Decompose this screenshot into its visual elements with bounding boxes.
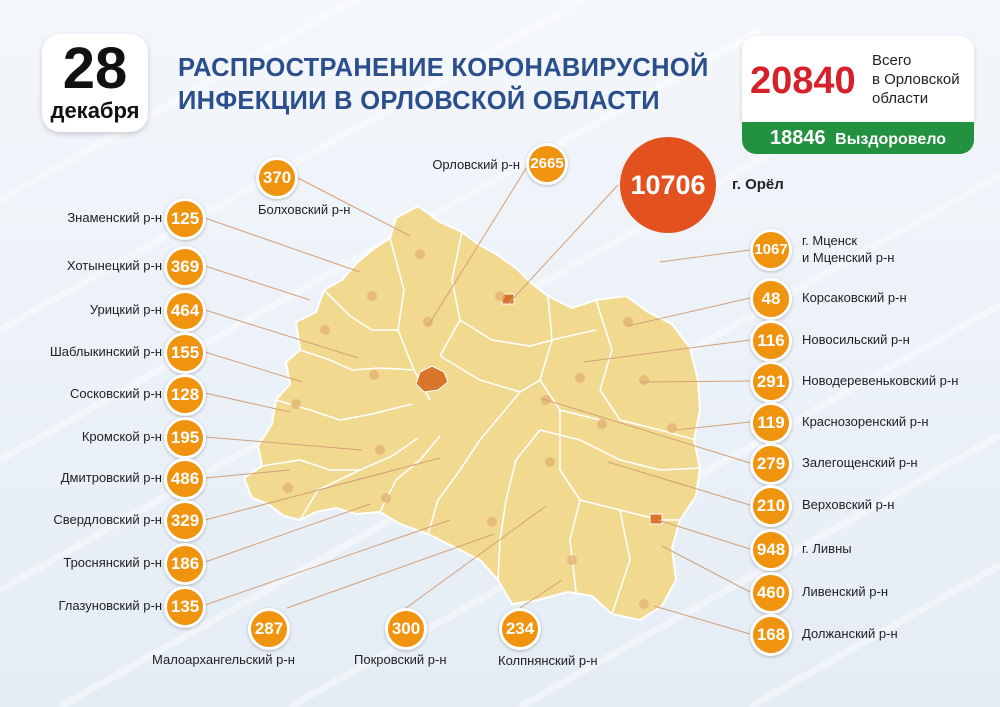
district-circle-kolpnyansky: 234 (499, 608, 541, 650)
district-circle-verkhovsky: 210 (750, 485, 792, 527)
district-circle-soskovsky: 128 (164, 374, 206, 416)
total-label-line-2: в Орловской (872, 71, 960, 88)
district-label-uritsky: Урицкий р-н (89, 302, 162, 317)
district-circle-novosilsky: 116 (750, 320, 792, 362)
district-label-mtsensky-line-2: и Мценский р-н (802, 250, 895, 265)
totals-panel: 20840 Всего в Орловской области 18846 Вы… (742, 36, 974, 154)
district-label-livny-city: г. Ливны (802, 541, 852, 556)
district-label-korsakovsky: Корсаковский р-н (802, 290, 907, 305)
district-label-sverdlovsky: Свердловский р-н (53, 512, 162, 527)
district-label-dolzhansky: Должанский р-н (802, 626, 898, 641)
district-circle-kromskoy: 195 (164, 417, 206, 459)
district-circle-dolzhansky: 168 (750, 614, 792, 656)
district-label-krasnozorensky: Краснозоренский р-н (802, 414, 929, 429)
district-label-mtsensky-line-1: г. Мценск (802, 233, 858, 248)
total-cases-value: 20840 (750, 60, 856, 102)
region-map (242, 204, 702, 622)
district-label-livensky: Ливенский р-н (802, 584, 889, 599)
district-label-glazunovsky: Глазуновский р-н (58, 598, 162, 613)
recovered-label: Выздоровело (835, 131, 947, 148)
district-circle-livny-city: 948 (750, 529, 792, 571)
district-circle-krasnozorensky: 119 (750, 402, 792, 444)
orel-city-circle: 10706 (620, 137, 716, 233)
district-label-shablykinsky: Шаблыкинский р-н (49, 344, 162, 359)
page-title: РАСПРОСТРАНЕНИЕ КОРОНАВИРУСНОЙ ИНФЕКЦИИ … (178, 52, 718, 118)
district-label-novosilsky: Новосильский р-н (802, 332, 910, 347)
date-badge: 28 декабря (42, 34, 148, 132)
district-label-kromskoy: Кромской р-н (81, 429, 162, 444)
district-label-orlovsky: Орловский р-н (432, 157, 520, 172)
orel-city-label: г. Орёл (732, 176, 784, 193)
district-label-pokrovsky: Покровский р-н (354, 652, 447, 667)
district-label-zalegoshchensky: Залегощенский р-н (802, 455, 918, 470)
total-cases-label: Всего в Орловской области (872, 51, 972, 108)
district-circle-khotynetsky: 369 (164, 246, 206, 288)
district-circle-glazunovsky: 135 (164, 586, 206, 628)
title-line-1: РАСПРОСТРАНЕНИЕ КОРОНАВИРУСНОЙ (178, 54, 709, 82)
district-circle-korsakovsky: 48 (750, 278, 792, 320)
orel-city-shape (415, 365, 449, 393)
district-label-maloarkhangelsky: Малоархангельский р-н (152, 652, 295, 667)
district-circle-sverdlovsky: 329 (164, 500, 206, 542)
district-label-soskovsky: Сосковский р-н (69, 386, 162, 401)
district-label-dmitrovsky: Дмитровский р-н (60, 470, 162, 485)
district-label-verkhovsky: Верховский р-н (802, 497, 895, 512)
district-circle-shablykinsky: 155 (164, 332, 206, 374)
district-circle-zaleгoshchensky: 279 (750, 443, 792, 485)
total-label-line-1: Всего (872, 52, 912, 69)
leader-lines (204, 161, 751, 635)
recovered-bar: 18846 Выздоровело (742, 122, 974, 154)
district-circle-livensky: 460 (750, 572, 792, 614)
district-circle-uritsky: 464 (164, 290, 206, 332)
district-label-bolkhovsky: Болховский р-н (258, 202, 351, 217)
district-circle-orlovsky: 2665 (526, 143, 568, 185)
district-label-novoderevenkovsky: Новодеревеньковский р-н (802, 373, 959, 388)
livny-city-shape (649, 513, 663, 525)
title-line-2: ИНФЕКЦИИ В ОРЛОВСКОЙ ОБЛАСТИ (178, 87, 660, 115)
district-label-trosnyansky: Троснянский р-н (63, 555, 162, 570)
total-label-line-3: области (872, 90, 929, 107)
district-centers (283, 249, 677, 609)
date-month: декабря (50, 98, 140, 123)
district-label-mtsensky: г. Мценск и Мценский р-н (802, 232, 894, 266)
district-circle-mtsensky: 1067 (750, 229, 792, 271)
district-label-kolpnyansky: Колпнянский р-н (498, 653, 598, 668)
total-cases-card: 20840 Всего в Орловской области (742, 36, 974, 122)
recovered-value: 18846 (769, 127, 826, 149)
district-circle-pokrovsky: 300 (385, 608, 427, 650)
district-label-znamensky: Знаменский р-н (67, 210, 162, 225)
district-circle-znamensky: 125 (164, 198, 206, 240)
district-label-khotynetsky: Хотынецкий р-н (66, 258, 162, 273)
date-day: 28 (62, 36, 128, 101)
district-circle-maloarkhangelsky: 287 (248, 608, 290, 650)
district-circle-dmitrovsky: 486 (164, 458, 206, 500)
district-circle-novoderevenkovsky: 291 (750, 361, 792, 403)
district-circle-trosnyansky: 186 (164, 543, 206, 585)
district-circle-bolkhovsky: 370 (256, 157, 298, 199)
